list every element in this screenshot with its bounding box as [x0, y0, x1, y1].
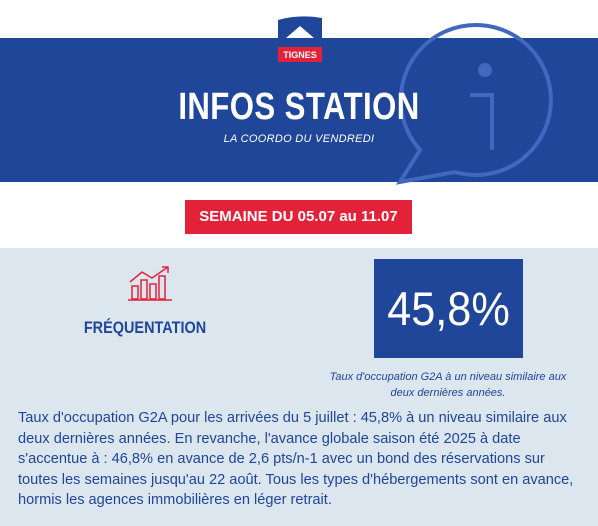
- title: INFOS STATION: [178, 86, 420, 128]
- body-text: Taux d'occupation G2A pour les arrivées …: [18, 410, 574, 508]
- stat-value: 45,8%: [387, 282, 510, 335]
- stat-box: [374, 259, 523, 358]
- section-title: FRÉQUENTATION: [83, 318, 207, 337]
- subtitle: LA COORDO DU VENDREDI: [223, 133, 375, 145]
- week-label: SEMAINE DU 05.07 au 11.07: [185, 200, 412, 234]
- stat-caption: Taux d'occupation G2A à un niveau simila…: [329, 371, 567, 399]
- info-icon: [395, 22, 553, 185]
- logo-text: TIGNES: [283, 50, 317, 60]
- decorations: [278, 16, 553, 185]
- chart-icon: [128, 266, 172, 301]
- logo-peak: [286, 26, 314, 38]
- logo-label: [278, 47, 322, 62]
